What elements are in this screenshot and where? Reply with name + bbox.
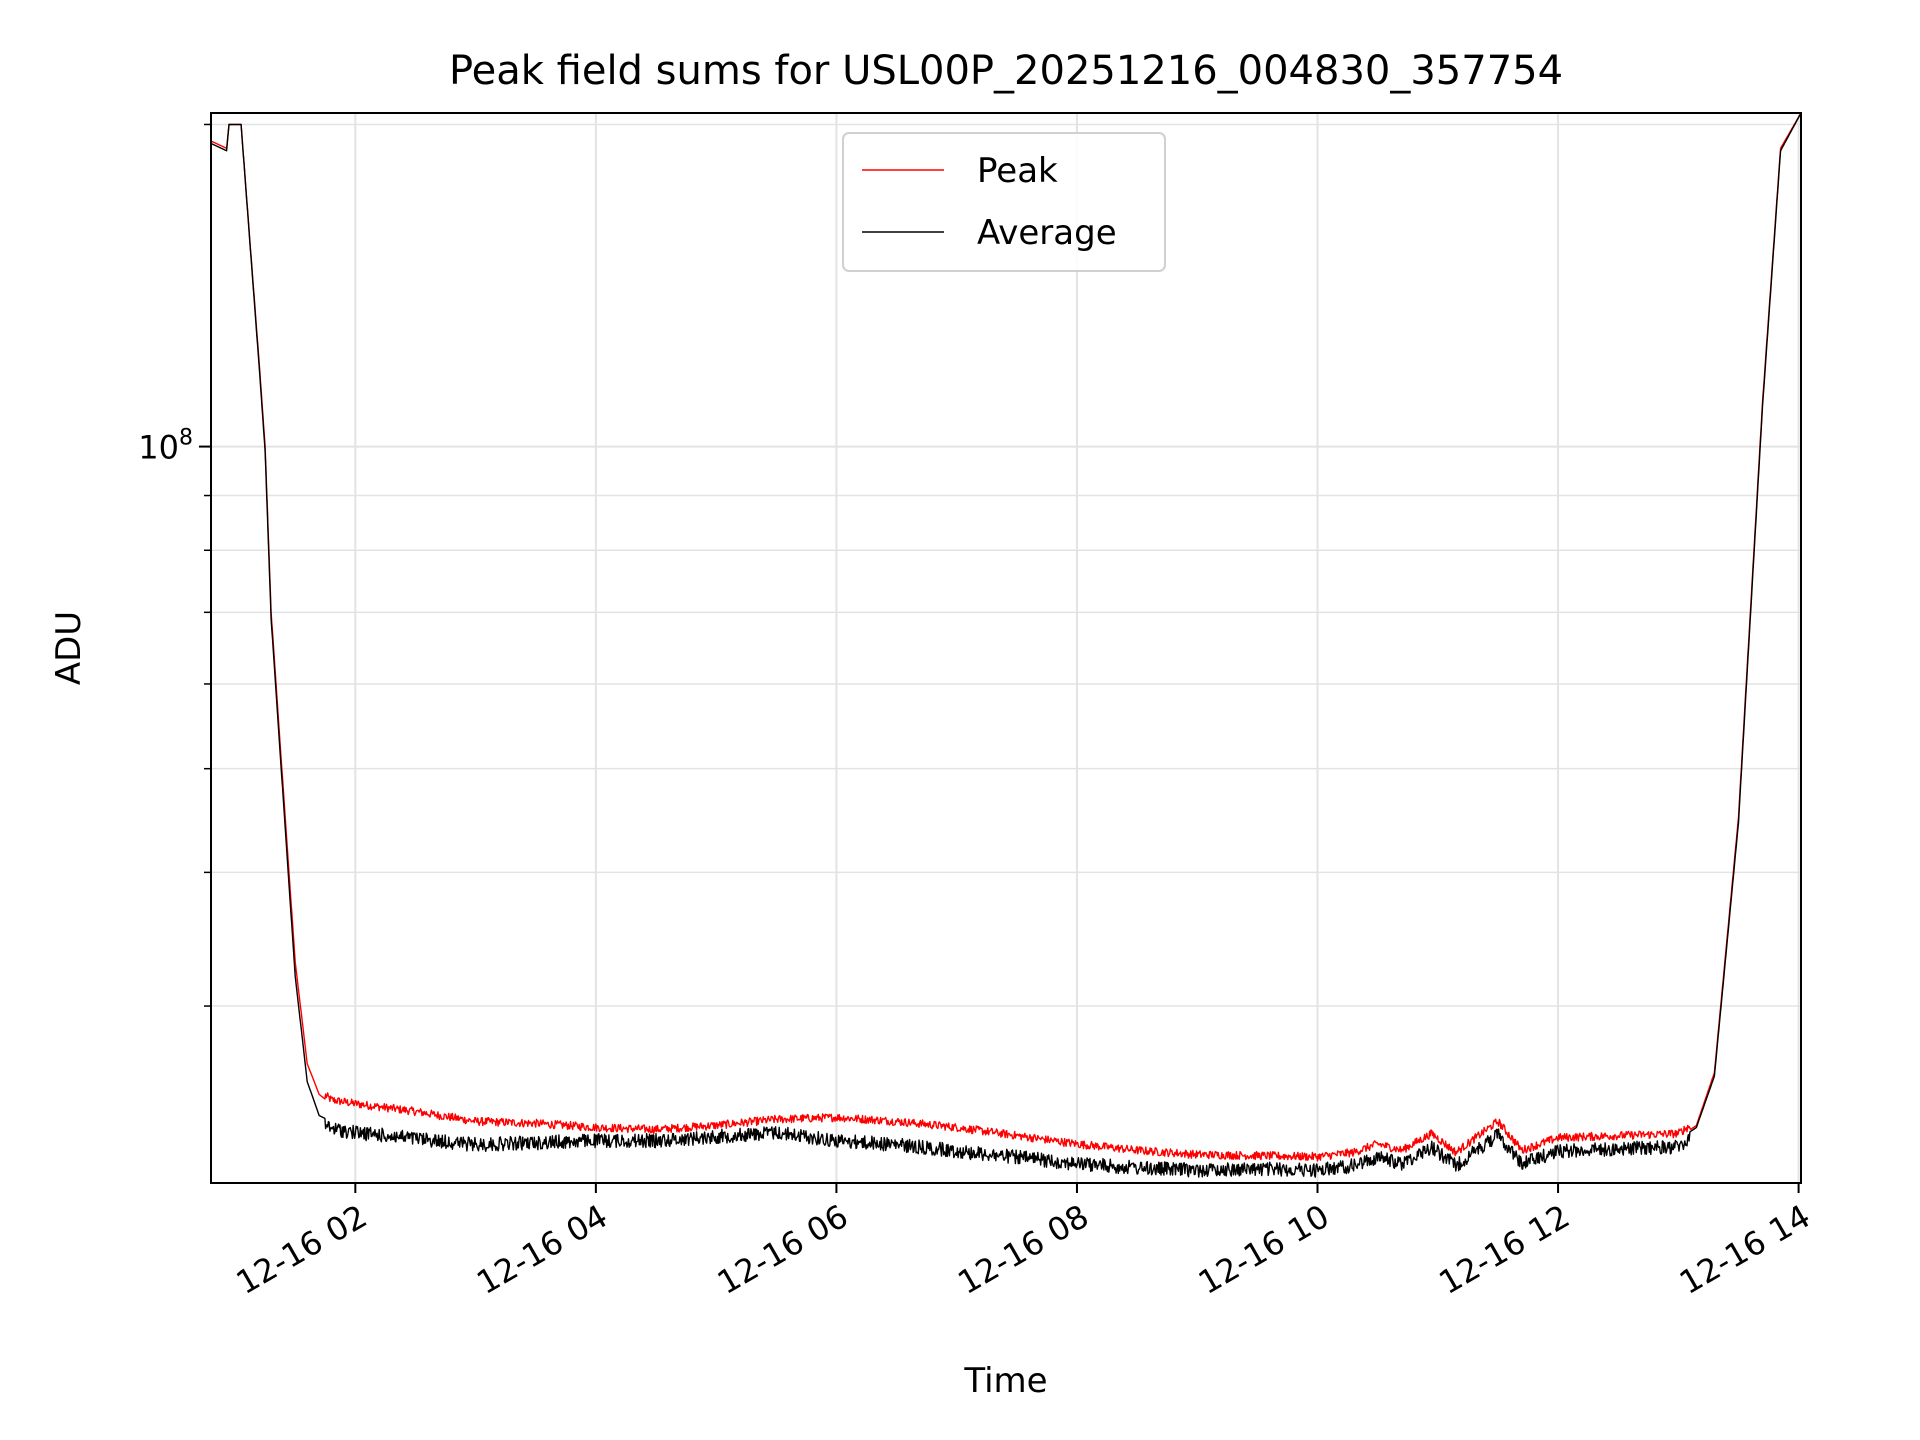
- x-tick-label: 12-16 14: [1673, 1197, 1817, 1302]
- x-tick-label: 12-16 02: [230, 1197, 374, 1302]
- x-tick-label: 12-16 12: [1432, 1197, 1576, 1302]
- legend-box: [842, 132, 1166, 272]
- series-line-peak: [211, 113, 1801, 1162]
- chart-title: Peak field sums for USL00P_20251216_0048…: [449, 48, 1563, 94]
- x-tick-label: 12-16 10: [1192, 1197, 1336, 1302]
- legend: Peak Average: [842, 132, 1166, 272]
- grid-lines: [211, 113, 1801, 1183]
- x-tick-label: 12-16 04: [470, 1197, 614, 1302]
- y-axis-label: ADU: [49, 611, 89, 685]
- legend-label-average: Average: [977, 213, 1117, 253]
- legend-label-peak: Peak: [977, 151, 1058, 191]
- x-tick-label: 12-16 08: [951, 1197, 1095, 1302]
- x-axis-label: Time: [963, 1361, 1047, 1401]
- x-tick-label: 12-16 06: [711, 1197, 855, 1302]
- series-line-average: [211, 113, 1801, 1178]
- y-axis-ticks: 108: [138, 123, 211, 1007]
- series-layer: [211, 113, 1801, 1178]
- y-tick-label: 108: [138, 426, 193, 467]
- x-axis-ticks: 12-16 02 12-16 04 12-16 06 12-16 08 12-16 10…: [230, 1183, 1817, 1302]
- plot-frame: [210, 112, 1802, 1184]
